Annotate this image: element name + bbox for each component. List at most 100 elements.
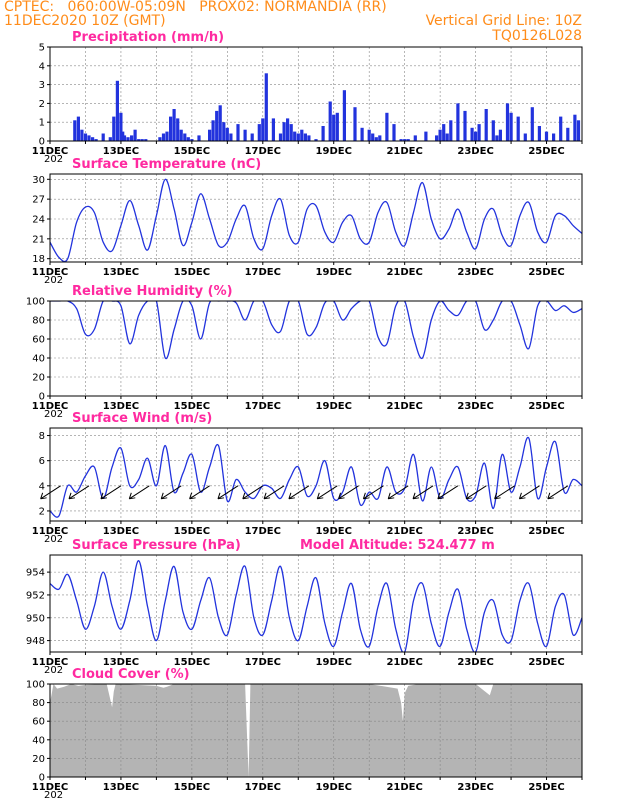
x-tick-label: 25DEC [528,401,564,412]
y-tick-label: 40 [32,354,45,365]
precip-bar [403,139,407,141]
y-tick-label: 0 [39,392,45,403]
header-station: CPTEC: 060:00W-05:09N PROX02: NORMANDIA … [4,0,387,15]
wind-arrow [338,485,359,500]
wind-arrow [387,485,409,500]
precip-bar [371,133,375,141]
wind-arrow [288,485,310,500]
panel-rh: Relative Humidity (%) 0 20 40 60 80 100 11DEC 13… [26,284,583,420]
precip-bar [108,137,112,141]
precip-bar [119,112,123,141]
y-tick-label: 18 [32,254,45,265]
precip-bar [552,133,556,141]
wind-arrow [40,485,61,500]
precip-bar [307,135,311,141]
x-tick-label: 15DEC [174,526,210,537]
x-tick-label: 15DEC [174,782,210,793]
precip-bar [495,135,499,141]
precip-bar [101,133,105,141]
wind-arrow [465,485,487,500]
precip-bar [328,101,332,141]
x-tick-label: 15DEC [174,146,210,157]
precip-bar [91,137,95,141]
x-tick-label: 19DEC [316,146,352,157]
y-tick-label: 20 [32,373,45,384]
x-tick-label: 25DEC [528,657,564,668]
precip-bar [257,124,261,141]
precip-title: Precipitation (mm/h) [72,30,224,45]
x-tick-label: 11DEC [32,267,68,278]
x-tick-label: 17DEC [245,526,281,537]
cloud-title: Cloud Cover (%) [72,667,190,682]
precip-bar [498,129,502,141]
panel-press: Surface Pressure (hPa) Model Altitude: 52… [26,538,583,676]
precip-bar [537,126,541,141]
y-tick-label: 8 [39,431,45,442]
wind-arrow [316,485,338,500]
precip-bar [484,109,488,141]
x-tick-label: 11DEC [32,782,68,793]
wind-title: Surface Wind (m/s) [72,411,212,426]
precip-bar [342,90,346,141]
y-tick-label: 6 [39,456,45,467]
wind-arrow [494,485,515,500]
y-tick-label: 1 [39,118,45,129]
x-tick-label: 25DEC [528,782,564,793]
y-tick-label: 27 [32,195,45,206]
y-tick-label: 30 [32,175,45,186]
precip-bar [523,133,527,141]
x-tick-label: 13DEC [103,526,139,537]
x-tick-label: 25DEC [528,267,564,278]
y-tick-label: 3 [39,80,45,91]
precip-bar [413,135,417,141]
precip-bar [516,116,520,141]
x-tick-label: 23DEC [457,782,493,793]
precip-frame [49,46,583,142]
y-tick-label: 950 [26,613,45,624]
cloud-frame [49,683,583,778]
temp-frame [49,173,583,263]
precip-bar [332,114,336,141]
x-tick-label: 23DEC [457,146,493,157]
temp-series-line [50,178,582,262]
precip-bar [122,135,127,141]
x-tick-label: 19DEC [316,526,352,537]
precip-bar [211,120,215,141]
y-tick-label: 0 [39,137,45,148]
x-tick-label: 21DEC [386,782,422,793]
precip-bar [470,127,474,141]
precip-bar [385,112,389,141]
precip-bar [218,105,222,141]
precip-bar [80,129,84,141]
precip-bar [424,131,428,141]
y-tick-label: 948 [26,636,45,647]
wind-arrow [68,485,90,500]
precip-bar [438,129,442,141]
y-tick-label: 100 [26,297,45,308]
wind-arrow [217,485,239,500]
precip-bar [264,73,268,141]
x-tick-label: 17DEC [245,782,281,793]
y-tick-label: 60 [32,717,45,728]
precip-bar [406,139,410,141]
precip-bar [303,133,307,141]
precip-bar [378,135,382,141]
precip-bar [176,118,180,141]
precip-bar [76,116,80,141]
temp-title: Surface Temperature (nC) [72,157,261,172]
x-tick-label: 11DEC [32,401,68,412]
precip-bar [121,131,125,141]
precip-bar [186,137,190,141]
x-tick-sublabel: 202 [44,534,63,545]
precip-bar [243,129,247,141]
y-tick-label: 20 [32,754,45,765]
x-tick-label: 19DEC [316,782,352,793]
x-tick-label: 23DEC [457,526,493,537]
wind-frame [49,427,583,522]
x-tick-label: 21DEC [386,526,422,537]
header-grid-note: Vertical Grid Line: 10Z [425,13,582,29]
x-tick-sublabel: 202 [44,154,63,165]
wind-series-line [50,436,582,518]
wind-arrow [547,485,569,500]
x-tick-label: 15DEC [174,267,210,278]
